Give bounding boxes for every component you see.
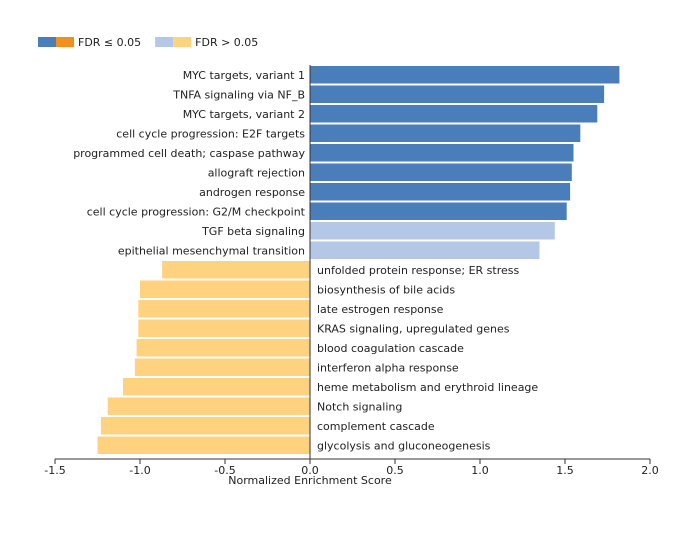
category-label-8: cell cycle progression: G2/M checkpoint: [87, 205, 306, 218]
bar-2: [310, 85, 605, 103]
category-label-2: TNFA signaling via NF_B: [172, 88, 305, 101]
category-label-5: programmed cell death; caspase pathway: [73, 147, 305, 160]
category-labels: MYC targets, variant 1 TNFA signaling via…: [73, 69, 538, 453]
x-tick-label: -1.5: [44, 464, 65, 477]
x-tick-label: 1.0: [471, 464, 489, 477]
x-axis-label: Normalized Enrichment Score: [228, 474, 392, 487]
legend-swatch: [155, 37, 174, 47]
legend-swatch: [38, 37, 56, 47]
legend: FDR ≤ 0.05 FDR > 0.05: [38, 36, 258, 49]
bar-13: [138, 300, 310, 318]
bar-8: [310, 202, 567, 220]
bar-20: [97, 436, 310, 454]
bars: [97, 66, 620, 454]
bar-4: [310, 124, 581, 142]
category-label-11: unfolded protein response; ER stress: [317, 264, 520, 277]
category-label-13: late estrogen response: [317, 303, 444, 316]
bar-19: [100, 417, 311, 435]
bar-15: [136, 339, 310, 357]
bar-6: [310, 163, 572, 181]
bar-3: [310, 105, 598, 123]
category-label-17: heme metabolism and erythroid lineage: [317, 381, 538, 394]
x-tick-label: 2.0: [641, 464, 659, 477]
x-tick-label: 0.0: [301, 464, 319, 477]
bar-11: [162, 261, 310, 279]
legend-label-1: FDR ≤ 0.05: [78, 36, 141, 49]
category-label-20: glycolysis and gluconeogenesis: [317, 439, 491, 452]
legend-swatch: [173, 37, 192, 47]
category-label-4: cell cycle progression: E2F targets: [116, 127, 305, 140]
x-axis: -1.5 -1.0 -0.5 0.0 0.5 1.0 1.5 2.0: [44, 65, 659, 477]
x-tick-label: -1.0: [129, 464, 150, 477]
bar-16: [134, 358, 310, 376]
category-label-19: complement cascade: [317, 420, 435, 433]
bar-9: [310, 222, 555, 240]
legend-swatch: [56, 37, 74, 47]
category-label-16: interferon alpha response: [317, 361, 459, 374]
x-tick-label: 0.5: [386, 464, 404, 477]
bar-17: [123, 378, 310, 396]
category-label-12: biosynthesis of bile acids: [317, 283, 455, 296]
bar-10: [310, 241, 540, 259]
category-label-9: TGF beta signaling: [201, 225, 305, 238]
bar-5: [310, 144, 574, 162]
bar-12: [140, 280, 310, 298]
category-label-14: KRAS signaling, upregulated genes: [317, 322, 510, 335]
category-label-3: MYC targets, variant 2: [183, 108, 305, 121]
category-label-18: Notch signaling: [317, 400, 402, 413]
bar-14: [138, 319, 310, 337]
category-label-15: blood coagulation cascade: [317, 342, 464, 355]
category-label-7: androgen response: [199, 186, 305, 199]
x-tick-label: -0.5: [214, 464, 235, 477]
bar-1: [310, 66, 620, 84]
bar-18: [107, 397, 310, 415]
bar-7: [310, 183, 571, 201]
legend-label-2: FDR > 0.05: [195, 36, 258, 49]
category-label-6: allograft rejection: [208, 166, 305, 179]
category-label-1: MYC targets, variant 1: [183, 69, 305, 82]
x-tick-label: 1.5: [556, 464, 574, 477]
category-label-10: epithelial mesenchymal transition: [118, 244, 305, 257]
